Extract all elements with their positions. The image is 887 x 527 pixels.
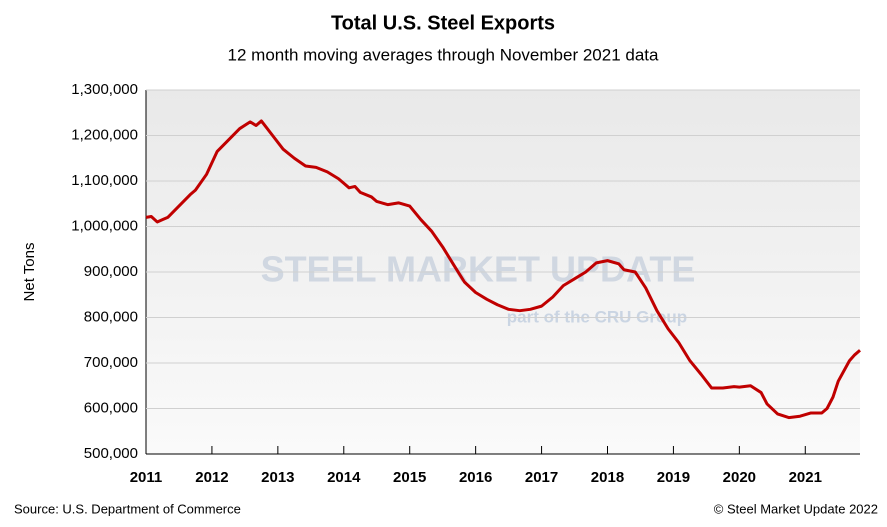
y-tick-label: 1,100,000 (71, 172, 138, 189)
x-tick-label: 2020 (723, 469, 756, 486)
x-tick-label: 2019 (657, 469, 690, 486)
copyright-note: © Steel Market Update 2022 (714, 501, 878, 516)
x-tick-label: 2014 (327, 469, 361, 486)
watermark-sub: part of the CRU Group (507, 307, 687, 326)
x-tick-label: 2016 (459, 469, 492, 486)
x-tick-label: 2018 (591, 469, 624, 486)
x-tick-label: 2013 (261, 469, 294, 486)
y-tick-label: 1,300,000 (71, 81, 138, 98)
x-tick-label: 2021 (789, 469, 822, 486)
x-tick-label: 2017 (525, 469, 558, 486)
y-tick-label: 500,000 (84, 445, 138, 462)
y-tick-label: 700,000 (84, 354, 138, 371)
watermark: STEEL MARKET UPDATE (261, 249, 696, 290)
chart-title: Total U.S. Steel Exports (331, 12, 555, 34)
series-line (145, 119, 861, 420)
x-tick-label: 2015 (393, 469, 426, 486)
y-axis-label: Net Tons (21, 243, 38, 302)
y-tick-label: 1,200,000 (71, 126, 138, 143)
y-tick-label: 900,000 (84, 263, 138, 280)
source-note: Source: U.S. Department of Commerce (14, 501, 241, 516)
x-tick-label: 2012 (195, 469, 228, 486)
y-tick-label: 1,000,000 (71, 217, 138, 234)
y-tick-label: 600,000 (84, 399, 138, 416)
y-tick-label: 800,000 (84, 308, 138, 325)
x-tick-label: 2011 (130, 469, 163, 486)
chart-subtitle: 12 month moving averages through Novembe… (228, 45, 659, 64)
